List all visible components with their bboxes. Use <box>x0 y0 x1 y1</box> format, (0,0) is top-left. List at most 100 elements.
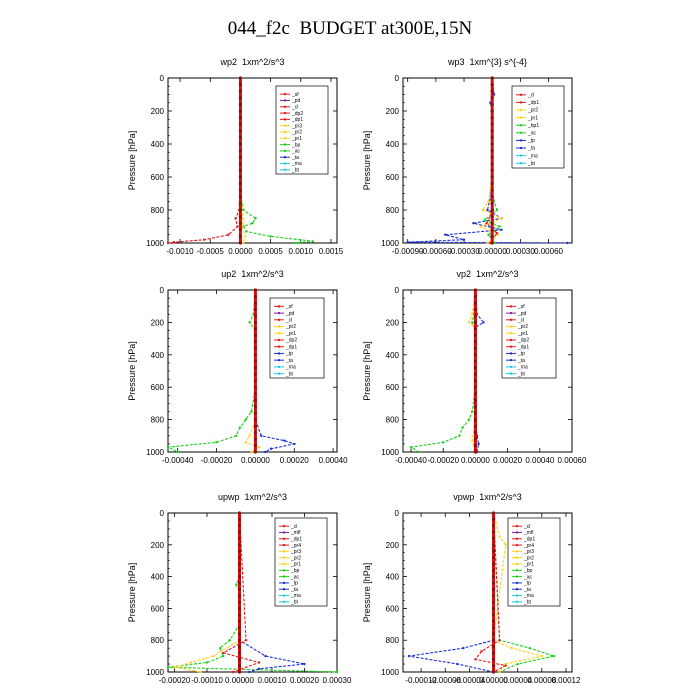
zero-profile-point <box>238 122 243 126</box>
zero-profile-point <box>253 314 258 318</box>
zero-profile-point <box>253 340 258 344</box>
y-axis-label: Pressure [hPa] <box>127 563 137 623</box>
legend-label: _pd <box>517 311 527 317</box>
series-point <box>479 225 483 228</box>
y-axis-label: Pressure [hPa] <box>362 563 372 623</box>
y-tick-label: 400 <box>386 351 400 360</box>
series-point <box>498 225 501 228</box>
series-point <box>236 225 239 228</box>
zero-profile-point <box>253 418 258 422</box>
zero-profile-point <box>490 175 494 179</box>
zero-profile-point <box>237 644 242 649</box>
zero-profile-point <box>253 294 258 299</box>
zero-profile-point <box>491 644 496 649</box>
legend-label: _pr4 <box>523 543 534 549</box>
legend-label: _ta <box>290 587 298 593</box>
legend-label: _dp1 <box>290 536 302 542</box>
legend-label: _cl <box>523 524 530 530</box>
y-tick-label: 1000 <box>146 239 164 248</box>
legend-marker <box>277 372 281 375</box>
zero-profile-point <box>490 188 494 192</box>
x-tick-label: 0.00008 <box>527 676 556 685</box>
series-point <box>251 222 254 225</box>
y-axis-label: Pressure [hPa] <box>127 341 137 401</box>
legend-label: _mfl <box>523 530 533 536</box>
legend-marker <box>519 101 523 104</box>
legend-label: _pr1 <box>291 136 302 142</box>
legend-marker <box>509 352 513 355</box>
zero-profile-point <box>238 182 243 186</box>
series-point <box>258 445 261 449</box>
series-point <box>212 654 215 658</box>
series-point <box>245 230 248 233</box>
legend-marker <box>283 99 287 102</box>
zero-profile-point <box>237 575 242 579</box>
zero-profile-point <box>473 301 478 305</box>
zero-profile-point <box>238 155 243 159</box>
series-point <box>203 238 206 241</box>
zero-profile-point <box>253 301 258 305</box>
legend-marker <box>277 318 281 322</box>
zero-profile-point <box>237 606 242 611</box>
series-point <box>493 241 497 245</box>
y-tick-label: 1000 <box>146 448 164 457</box>
y-tick-label: 200 <box>151 318 165 327</box>
zero-profile-point <box>237 632 242 636</box>
legend-marker <box>282 594 286 597</box>
series-point <box>456 662 459 666</box>
y-tick-label: 0 <box>160 509 165 518</box>
zero-profile-point <box>490 208 494 212</box>
legend-marker <box>277 345 281 348</box>
zero-profile-point <box>490 195 494 199</box>
zero-profile-point <box>473 366 478 370</box>
legend-label: _mfl <box>290 530 300 536</box>
legend-label: _dp1 <box>517 344 529 350</box>
x-tick-label: 0.00010 <box>258 676 287 685</box>
zero-profile-point <box>473 411 478 415</box>
zero-profile-point <box>237 657 242 661</box>
series-point <box>500 217 503 220</box>
y-tick-label: 200 <box>386 318 400 327</box>
zero-profile-point <box>237 555 242 560</box>
zero-profile-point <box>253 411 258 415</box>
legend-marker <box>515 537 519 540</box>
legend-label: _pr1 <box>523 562 534 568</box>
zero-profile-point <box>238 195 243 199</box>
y-tick-label: 0 <box>160 74 165 83</box>
legend-marker <box>282 562 286 566</box>
y-axis-label: Pressure [hPa] <box>362 131 372 191</box>
x-tick-label: 0.0005 <box>258 247 283 256</box>
legend-marker <box>277 325 281 328</box>
zero-profile-point <box>473 314 478 318</box>
legend-box <box>269 297 325 379</box>
series-point <box>471 439 474 442</box>
y-tick-label: 800 <box>386 206 400 215</box>
legend-marker <box>509 338 513 342</box>
zero-profile-point <box>237 536 242 541</box>
series-line-pr2 <box>174 513 241 673</box>
x-tick-label: 0.00000 <box>461 456 490 465</box>
zero-profile-point <box>253 392 258 396</box>
x-tick-label: 0.0000 <box>228 247 253 256</box>
legend-label: _bt <box>285 371 294 377</box>
series-point <box>480 650 483 653</box>
zero-profile-point <box>491 543 496 547</box>
series-point <box>495 208 499 212</box>
legend-label: _ma <box>527 153 538 159</box>
zero-profile-point <box>490 96 494 100</box>
legend-marker <box>515 562 519 566</box>
legend-label: _bp <box>291 142 301 148</box>
series-point <box>471 410 474 413</box>
legend-label: _dp2 <box>285 338 297 344</box>
legend-marker <box>509 325 513 328</box>
zero-profile-point <box>253 288 258 292</box>
zero-profile-point <box>238 96 243 100</box>
zero-profile-point <box>238 241 243 245</box>
x-tick-label: 0.0010 <box>289 247 314 256</box>
series-point <box>504 664 507 667</box>
legend-label: _bp <box>523 568 533 574</box>
legend-marker <box>515 600 519 604</box>
x-tick-label: 0.00012 <box>552 676 581 685</box>
legend-label: _bt <box>527 161 536 167</box>
series-point <box>248 321 251 324</box>
